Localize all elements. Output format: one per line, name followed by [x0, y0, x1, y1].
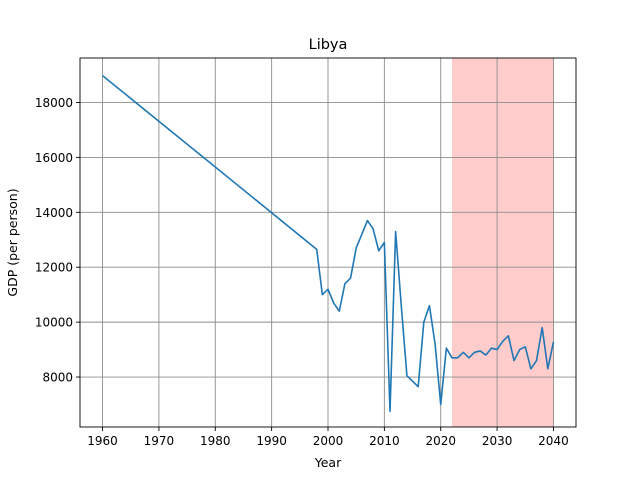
x-axis-label: Year: [314, 455, 342, 470]
x-tick-label: 1990: [256, 434, 287, 448]
series-line: [102, 74, 555, 413]
forecast-band: [452, 58, 554, 427]
y-tick-label: 10000: [35, 316, 73, 330]
grid-lines: [80, 58, 576, 427]
x-tick-label: 2040: [538, 434, 569, 448]
x-tick-label: 2030: [482, 434, 513, 448]
x-tick-label: 2020: [425, 434, 456, 448]
x-tick-label: 1980: [200, 434, 231, 448]
chart-title: Libya: [309, 37, 348, 53]
x-tick-label: 2010: [369, 434, 400, 448]
y-tick-label: 8000: [42, 371, 73, 385]
x-tick-label: 1970: [144, 434, 175, 448]
y-tick-label: 14000: [35, 206, 73, 220]
y-axis-label: GDP (per person): [5, 188, 20, 296]
axis-ticks: 1960 1970 1980 1990 2000 2010 2020 2030 2040 8000…: [35, 96, 569, 448]
x-tick-label: 1960: [87, 434, 118, 448]
x-tick-label: 2000: [313, 434, 344, 448]
y-tick-label: 18000: [35, 96, 73, 110]
y-tick-label: 12000: [35, 261, 73, 275]
y-tick-label: 16000: [35, 151, 73, 165]
